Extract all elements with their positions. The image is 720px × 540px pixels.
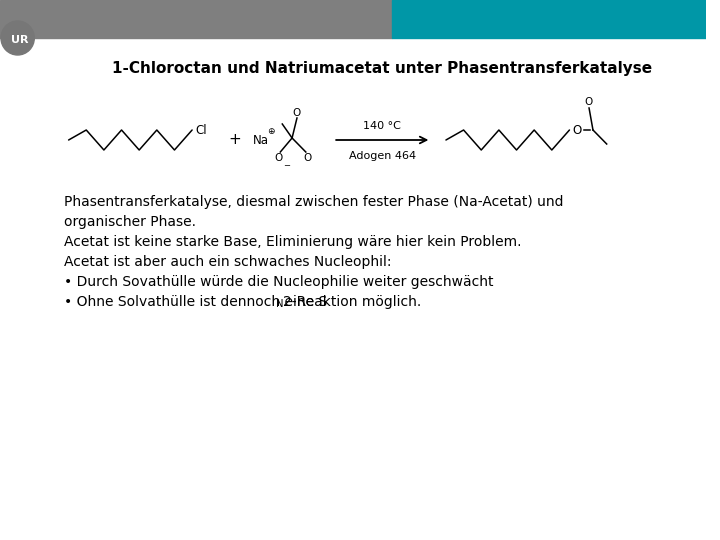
Text: Na: Na [253,133,269,146]
Text: O: O [274,153,282,163]
Text: • Durch Sovathülle würde die Nucleophilie weiter geschwächt: • Durch Sovathülle würde die Nucleophili… [63,275,493,289]
Bar [0,0,392,38]
Text: O: O [293,108,301,118]
Text: organischer Phase.: organischer Phase. [63,215,196,229]
Text: UR: UR [11,35,28,45]
Text: N: N [276,299,284,309]
Text: +: + [229,132,242,147]
Text: −: − [283,161,289,171]
Circle shape [1,21,35,55]
Text: O: O [584,97,592,107]
Text: Adogen 464: Adogen 464 [348,151,416,161]
Text: ⊕: ⊕ [267,127,274,137]
Text: 1-Chloroctan und Natriumacetat unter Phasentransferkatalyse: 1-Chloroctan und Natriumacetat unter Pha… [112,60,652,76]
Text: • Ohne Solvathülle ist dennoch eine S: • Ohne Solvathülle ist dennoch eine S [63,295,327,309]
Text: Cl: Cl [195,124,207,137]
Text: Acetat ist keine starke Base, Eliminierung wäre hier kein Problem.: Acetat ist keine starke Base, Eliminieru… [63,235,521,249]
Bar [392,0,706,38]
Text: 2-Reaktion möglich.: 2-Reaktion möglich. [283,295,421,309]
Text: Acetat ist aber auch ein schwaches Nucleophil:: Acetat ist aber auch ein schwaches Nucle… [63,255,391,269]
Text: Phasentransferkatalyse, diesmal zwischen fester Phase (Na-Acetat) und: Phasentransferkatalyse, diesmal zwischen… [63,195,563,209]
Text: O: O [572,124,582,137]
Text: O: O [304,153,312,163]
Text: 140 °C: 140 °C [364,121,401,131]
